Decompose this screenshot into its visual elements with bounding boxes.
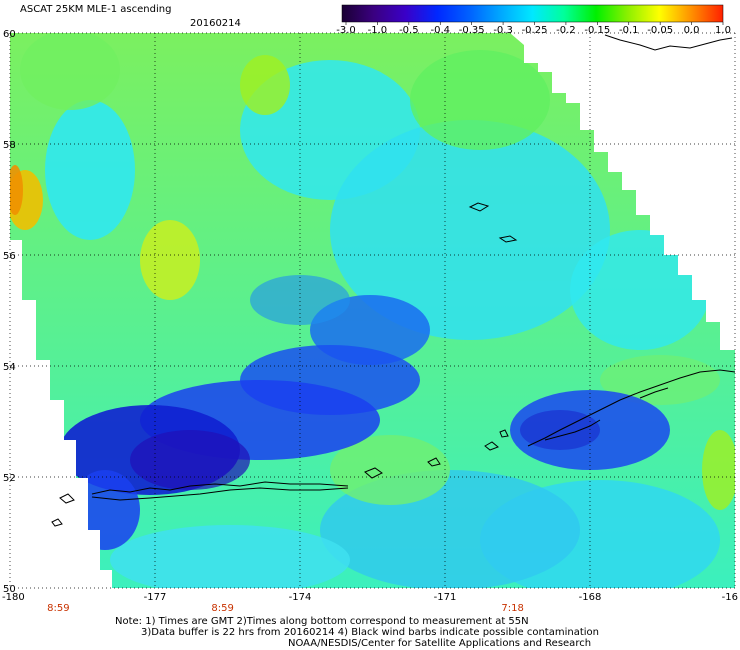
- colorbar-tick-label: -0.35: [459, 25, 485, 36]
- island-outline: [91, 481, 349, 495]
- island-outline: [527, 369, 736, 447]
- x-tick-label: -16: [722, 592, 738, 603]
- note-line-3: NOAA/NESDIS/Center for Satellite Applica…: [288, 638, 592, 649]
- island-outline: [484, 441, 499, 451]
- chart-title: ASCAT 25KM MLE-1 ascending: [20, 4, 172, 15]
- note-line-1: Note: 1) Times are GMT 2)Times along bot…: [115, 616, 529, 627]
- island-outline: [468, 202, 490, 212]
- x-tick-label: -168: [579, 592, 602, 603]
- field-patch: [20, 33, 120, 110]
- field-patch: [130, 430, 250, 490]
- island-outline: [604, 34, 733, 51]
- pass-time-label: 8:59: [211, 603, 233, 614]
- island-outline: [639, 387, 669, 399]
- field-patch: [110, 525, 350, 588]
- field-patch: [600, 355, 720, 405]
- field-patch: [240, 55, 290, 115]
- island-outline: [499, 429, 509, 438]
- chart-date: 20160214: [190, 18, 241, 29]
- island-outline: [427, 457, 441, 467]
- colorbar-tick-label: -0.1: [619, 25, 639, 36]
- colorbar-tick-label: 1.0: [715, 25, 731, 36]
- field-patch: [140, 220, 200, 300]
- field-patch: [330, 120, 610, 340]
- colorbar-tick-label: -0.3: [493, 25, 513, 36]
- y-tick-label: 56: [3, 251, 16, 262]
- y-tick-label: 58: [3, 140, 16, 151]
- colorbar-tick-label: -0.15: [584, 25, 610, 36]
- island-outline: [498, 235, 518, 243]
- x-tick-label: -177: [144, 592, 167, 603]
- field-patch: [250, 275, 350, 325]
- field-patch: [330, 435, 450, 505]
- colorbar-tick-label: -0.05: [647, 25, 673, 36]
- x-tick-label: -174: [289, 592, 312, 603]
- colorbar-tick-label: -0.5: [399, 25, 419, 36]
- field-patch: [410, 50, 550, 150]
- island-outline: [91, 487, 349, 501]
- x-tick-label: -171: [434, 592, 457, 603]
- field-patch: [10, 165, 23, 215]
- pass-time-label: 7:18: [501, 603, 523, 614]
- pass-time-label: 8:59: [47, 603, 69, 614]
- island-outline: [544, 419, 601, 441]
- colorbar-tick-label: -0.4: [430, 25, 450, 36]
- x-tick-label: -180: [2, 592, 25, 603]
- colorbar-tick-label: -0.2: [556, 25, 576, 36]
- island-outline: [364, 467, 383, 479]
- colorbar: -3.0 -1.0 -0.5 -0.4 -0.35 -0.3 -0.25 -0.2 -0.15-…: [336, 4, 731, 36]
- note-line-2: 3)Data buffer is 22 hrs from 20160214 4)…: [141, 627, 599, 638]
- y-tick-label: 60: [3, 29, 16, 40]
- y-tick-label: 52: [3, 473, 16, 484]
- gridlines: [9, 32, 736, 589]
- island-outline: [51, 518, 63, 527]
- colorbar-tick-label: -0.25: [522, 25, 548, 36]
- field-patch: [570, 230, 710, 350]
- coastline: [51, 34, 736, 527]
- axis-ticks: -180 -177 -174 -171 -168 -16 60 58 56 54 52 50 8:59 8…: [2, 29, 738, 614]
- colorbar-tick-label: 0.0: [684, 25, 700, 36]
- y-tick-label: 54: [3, 362, 16, 373]
- colorbar-tick-label: -3.0: [336, 25, 356, 36]
- field-patch: [702, 430, 735, 510]
- colorbar-gradient: [341, 4, 724, 23]
- island-outline: [59, 493, 75, 504]
- field-patch: [45, 100, 135, 240]
- y-tick-label: 50: [3, 584, 16, 595]
- colorbar-tick-label: -1.0: [368, 25, 388, 36]
